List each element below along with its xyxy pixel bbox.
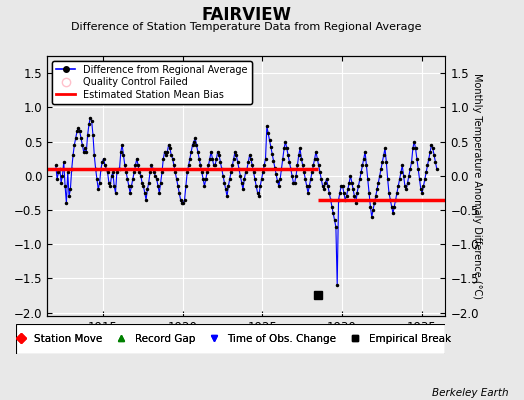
Legend: Difference from Regional Average, Quality Control Failed, Estimated Station Mean: Difference from Regional Average, Qualit… bbox=[52, 61, 252, 104]
Y-axis label: Monthly Temperature Anomaly Difference (°C): Monthly Temperature Anomaly Difference (… bbox=[472, 73, 482, 299]
Text: Difference of Station Temperature Data from Regional Average: Difference of Station Temperature Data f… bbox=[71, 22, 421, 32]
Text: FAIRVIEW: FAIRVIEW bbox=[201, 6, 291, 24]
Text: Berkeley Earth: Berkeley Earth bbox=[432, 388, 508, 398]
FancyBboxPatch shape bbox=[16, 324, 445, 354]
Legend: Station Move, Record Gap, Time of Obs. Change, Empirical Break: Station Move, Record Gap, Time of Obs. C… bbox=[7, 331, 454, 347]
